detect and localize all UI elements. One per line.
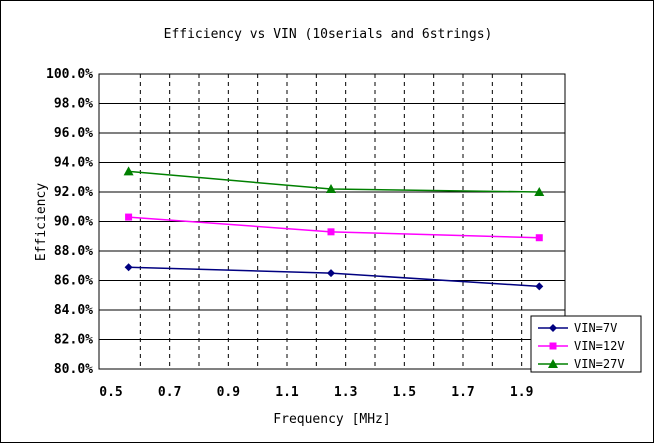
series-VIN=27V bbox=[123, 166, 545, 196]
series-layer bbox=[123, 166, 545, 291]
y-tick-label: 84.0% bbox=[54, 303, 93, 318]
y-tick-label: 90.0% bbox=[54, 215, 93, 230]
x-tick-label: 1.5 bbox=[393, 385, 416, 400]
y-tick-label: 94.0% bbox=[54, 156, 93, 171]
x-axis-label: Frequency [MHz] bbox=[273, 412, 390, 427]
data-point bbox=[535, 234, 543, 242]
data-point bbox=[327, 269, 335, 278]
legend-label: VIN=12V bbox=[574, 339, 625, 353]
legend-marker bbox=[549, 324, 557, 332]
y-tick-label: 92.0% bbox=[54, 185, 93, 200]
y-tick-label: 100.0% bbox=[46, 67, 93, 82]
legend-marker bbox=[548, 359, 558, 368]
legend-label: VIN=7V bbox=[574, 321, 617, 335]
x-tick-label: 1.7 bbox=[451, 385, 474, 400]
data-point bbox=[124, 263, 133, 272]
chart-title: Efficiency vs VIN (10serials and 6string… bbox=[164, 27, 493, 42]
y-tick-label: 98.0% bbox=[54, 97, 93, 112]
y-tick-label: 88.0% bbox=[54, 244, 93, 259]
y-axis-label: Efficiency bbox=[34, 183, 49, 261]
x-tick-label: 0.9 bbox=[217, 385, 240, 400]
legend-box bbox=[530, 315, 642, 373]
x-tick-label: 1.1 bbox=[275, 385, 299, 400]
y-tick-label: 96.0% bbox=[54, 126, 93, 141]
legend-label: VIN=27V bbox=[574, 357, 625, 371]
x-tick-label: 0.7 bbox=[158, 385, 181, 400]
data-point bbox=[125, 213, 133, 221]
y-tick-label: 80.0% bbox=[54, 362, 93, 377]
data-point bbox=[327, 228, 335, 236]
x-tick-label: 1.3 bbox=[334, 385, 357, 400]
y-tick-label: 86.0% bbox=[54, 274, 93, 289]
data-point bbox=[123, 166, 134, 176]
x-tick-label: 1.9 bbox=[510, 385, 533, 400]
x-tick-label: 0.5 bbox=[99, 385, 122, 400]
data-point bbox=[534, 187, 545, 196]
series-VIN=12V bbox=[125, 213, 543, 242]
data-point bbox=[326, 184, 336, 194]
tick-labels: 80.0% 82.0% 84.0% 86.0% 88.0% 90.0% 92.0% 94.0%… bbox=[46, 67, 533, 400]
legend-marker bbox=[549, 342, 557, 350]
data-point bbox=[535, 282, 544, 291]
series-VIN=7V bbox=[124, 263, 544, 291]
y-tick-label: 82.0% bbox=[54, 333, 93, 348]
legend: VIN=7V VIN=12V VIN=27V bbox=[530, 315, 642, 373]
